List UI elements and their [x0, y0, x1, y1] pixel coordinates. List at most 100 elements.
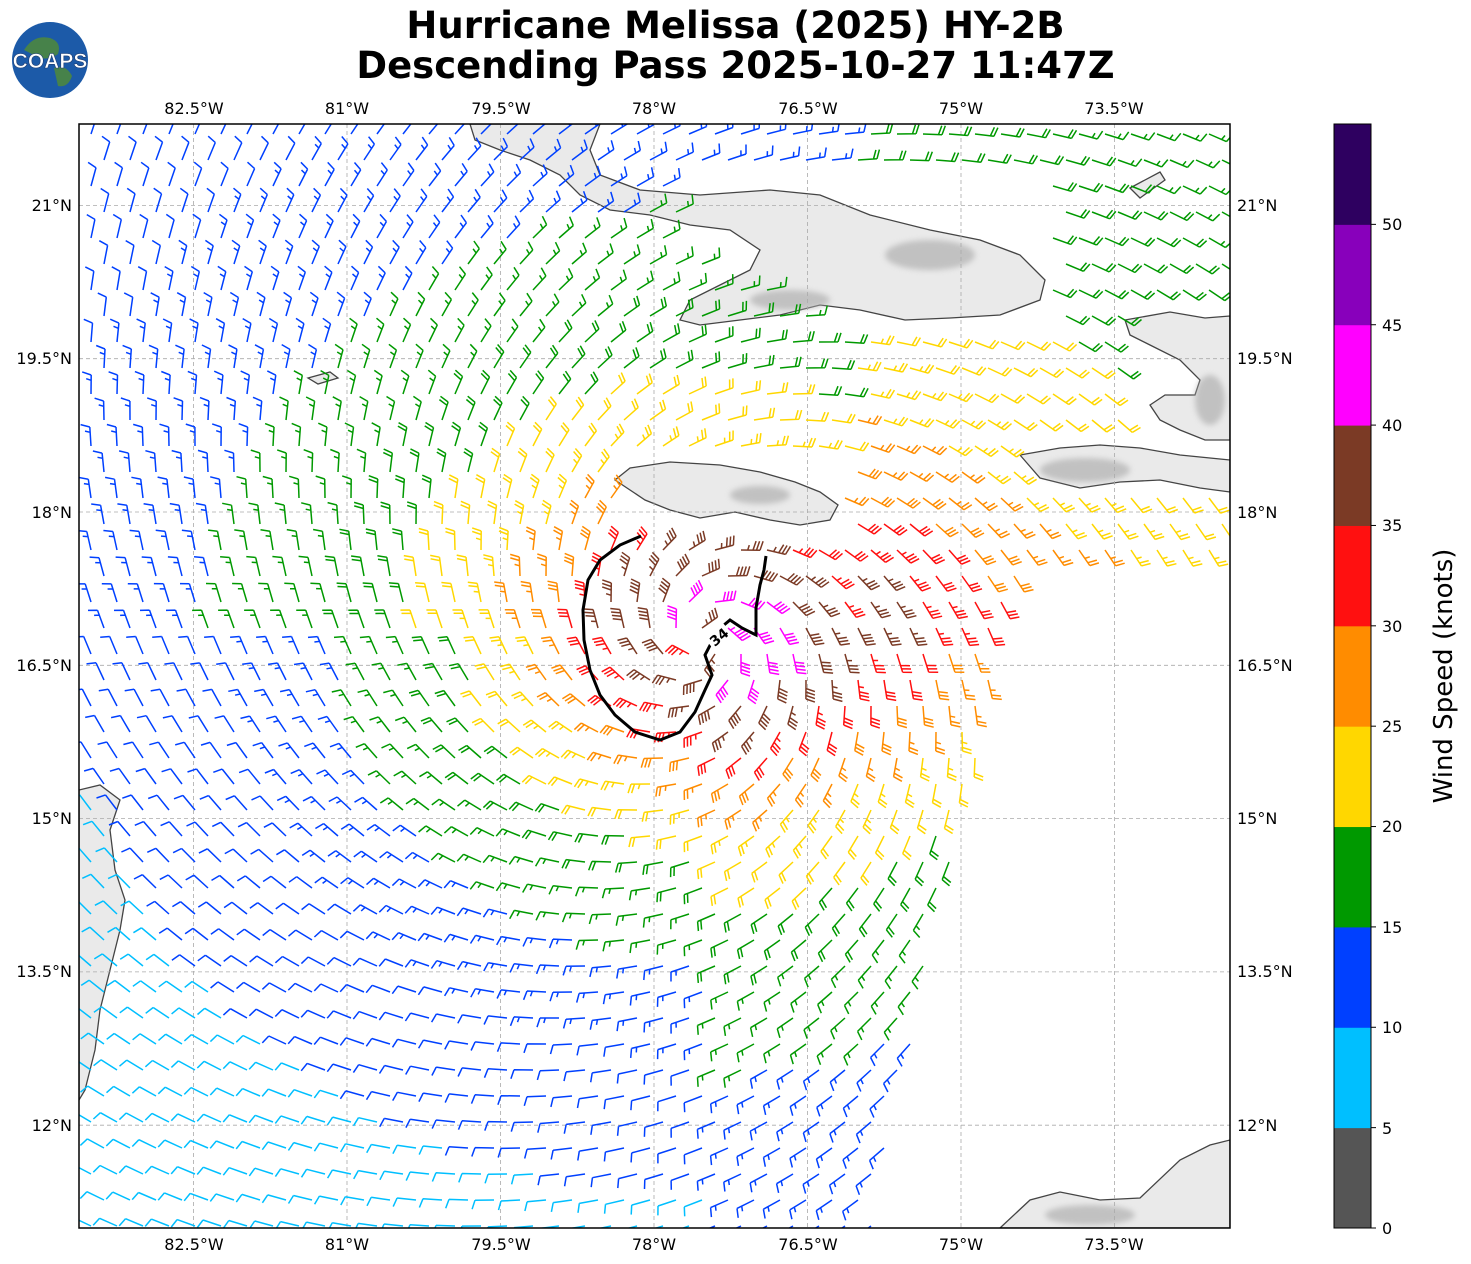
wind-barb	[97, 741, 118, 759]
wind-barb-stroke	[406, 501, 417, 525]
wind-barb-stroke	[148, 344, 159, 369]
wind-barb	[244, 265, 254, 291]
wind-barb-stroke	[363, 291, 372, 317]
wind-barb-stroke	[1143, 263, 1169, 274]
wind-barb	[274, 502, 287, 525]
wind-barb	[415, 581, 430, 603]
wind-barb	[627, 783, 651, 794]
colorbar-bin	[1334, 1027, 1371, 1129]
wind-barb	[467, 240, 480, 265]
wind-barb-stroke	[405, 1065, 430, 1075]
wind-barb	[548, 884, 573, 895]
wind-barb-stroke	[922, 337, 948, 348]
wind-barb	[261, 1088, 287, 1097]
wind-barb	[154, 135, 164, 161]
wind-barb-stroke	[787, 705, 799, 731]
wind-barb	[434, 1224, 456, 1228]
wind-barb-stroke	[119, 1059, 144, 1071]
wind-barb-stroke	[267, 662, 287, 681]
wind-barb	[400, 369, 410, 395]
wind-barb-stroke	[85, 714, 105, 733]
wind-barb	[525, 663, 547, 681]
wind-barb-stroke	[1208, 549, 1229, 567]
wind-barb-stroke	[1091, 315, 1117, 326]
wind-barb	[714, 326, 734, 343]
wind-barb	[740, 275, 761, 291]
wind-barb-stroke	[97, 292, 108, 317]
wind-barb-stroke	[1091, 262, 1117, 273]
wind-barb	[727, 144, 747, 161]
wind-barb-stroke	[380, 501, 391, 525]
wind-barb-stroke	[804, 913, 820, 937]
wind-barb-stroke	[465, 395, 476, 421]
wind-barb-stroke	[341, 475, 352, 499]
wind-barb-stroke	[153, 582, 170, 603]
wind-barb-stroke	[300, 1009, 326, 1019]
wind-barb-stroke	[590, 1121, 612, 1135]
wind-barb-stroke	[573, 778, 599, 789]
wind-barb	[144, 1112, 170, 1123]
wind-barb-stroke	[441, 343, 451, 369]
wind-barb-stroke	[359, 395, 369, 421]
wind-barb	[313, 1036, 339, 1045]
wind-barb-stroke	[639, 701, 664, 713]
wind-barb	[766, 329, 788, 343]
wind-barb	[545, 241, 561, 265]
wind-barb	[341, 769, 365, 785]
wind-barb	[336, 291, 346, 317]
wind-barb	[792, 835, 807, 859]
wind-barb-stroke	[457, 1067, 482, 1077]
wind-barb-stroke	[397, 422, 408, 447]
wind-barb-stroke	[79, 635, 92, 655]
wind-barb-stroke	[664, 644, 690, 656]
wind-barb-stroke	[441, 291, 453, 317]
wind-barb	[657, 1147, 677, 1164]
wind-barb-stroke	[696, 1173, 716, 1191]
wind-barb-stroke	[987, 471, 1012, 485]
wind-barb-stroke	[80, 1032, 105, 1045]
wind-barb-stroke	[474, 663, 495, 681]
wind-barb	[790, 939, 807, 962]
wind-barb	[226, 741, 248, 759]
wind-barb-stroke	[614, 861, 638, 873]
wind-barb-stroke	[779, 809, 794, 833]
wind-barb	[300, 1115, 326, 1125]
wind-barb-stroke	[857, 361, 882, 372]
wind-barb	[301, 502, 313, 525]
wind-barb	[195, 502, 209, 525]
wind-barb	[311, 239, 320, 265]
wind-barb-stroke	[1052, 393, 1077, 406]
wind-barb-stroke	[276, 795, 300, 811]
wind-barb-stroke	[509, 553, 521, 577]
wind-barb-stroke	[457, 1014, 482, 1024]
wind-barb	[838, 757, 848, 783]
wind-barb-stroke	[753, 627, 775, 645]
wind-barb	[670, 1069, 690, 1086]
wind-barb	[235, 1034, 261, 1045]
wind-barb	[857, 149, 881, 161]
wind-barb	[420, 716, 443, 733]
wind-barb	[736, 1147, 755, 1167]
wind-barb-stroke	[870, 549, 894, 563]
wind-barb	[279, 396, 289, 421]
wind-barb	[438, 395, 449, 421]
wind-barb	[532, 370, 545, 395]
wind-barb	[710, 783, 729, 804]
wind-barb	[340, 823, 365, 837]
wind-barb	[365, 984, 391, 994]
wind-barb	[715, 679, 729, 704]
wind-barb	[749, 1121, 768, 1141]
wind-barb	[736, 991, 755, 1011]
wind-barb	[636, 270, 654, 291]
wind-barb-stroke	[151, 239, 162, 265]
wind-barb-stroke	[470, 988, 495, 998]
wind-barb	[987, 523, 1011, 539]
wind-barb	[701, 558, 721, 577]
wind-barb	[802, 1173, 820, 1194]
wind-barb	[871, 939, 885, 964]
wind-barb	[100, 187, 110, 213]
wind-barb	[237, 821, 261, 837]
wind-barb-stroke	[118, 1112, 144, 1123]
wind-barb-stroke	[584, 268, 601, 291]
wind-barb-stroke	[419, 771, 443, 785]
